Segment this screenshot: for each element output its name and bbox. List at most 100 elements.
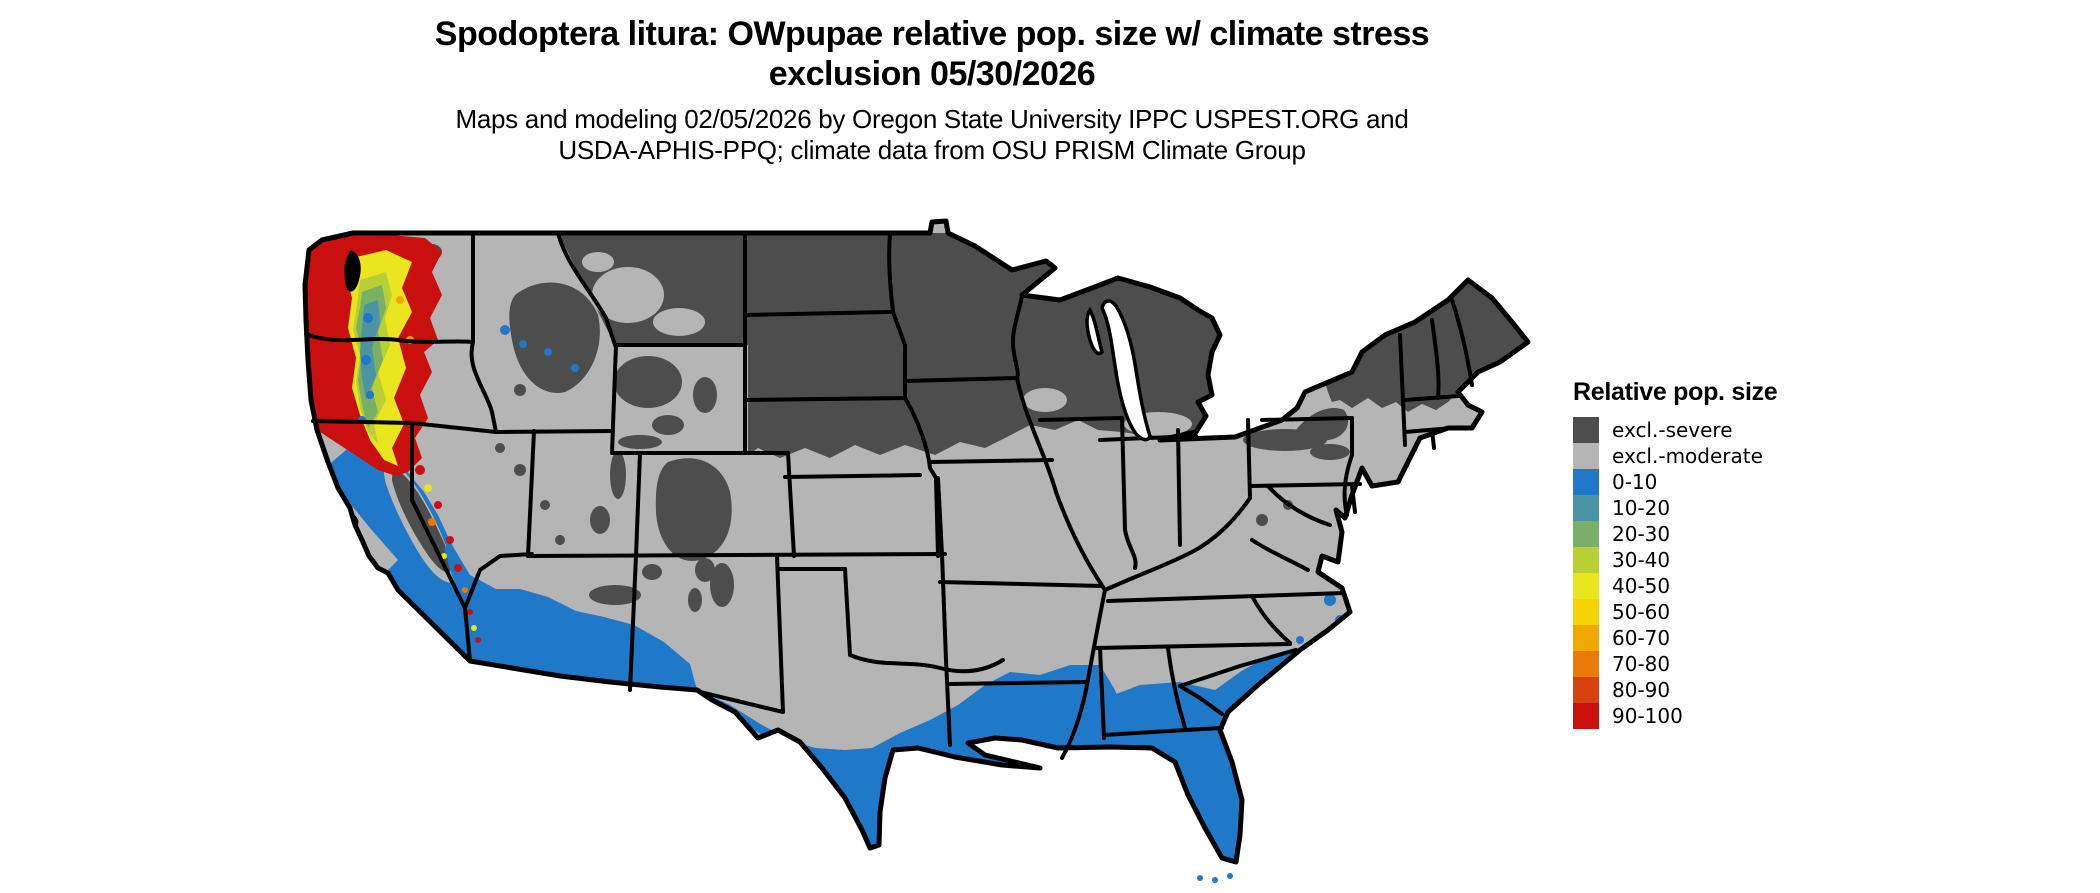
blue-coastal-carolina-dot	[1296, 636, 1304, 644]
border-tx-panhandle-east	[843, 567, 852, 657]
severe-blue-mountains	[540, 365, 550, 375]
border-wv-va	[1250, 538, 1310, 572]
montana-valley-patch	[592, 267, 664, 323]
severe-north-newmexico	[710, 563, 734, 607]
border-ia-mo	[928, 458, 1054, 464]
legend-swatch	[1573, 703, 1599, 729]
border-in-oh	[1176, 428, 1182, 547]
legend-swatch	[1573, 599, 1599, 625]
legend-label: 80-90	[1612, 678, 1671, 702]
legend-item: 40-50	[1573, 573, 1777, 599]
figure-header: Spodoptera litura: OWpupae relative pop.…	[0, 14, 1864, 166]
legend-swatch	[1573, 677, 1599, 703]
legend-item: excl.-severe	[1573, 417, 1777, 443]
border-or-id	[469, 340, 498, 434]
border-vt-nh	[1430, 318, 1441, 400]
legend-label: 40-50	[1612, 574, 1671, 598]
ca-orange-speck	[462, 587, 468, 593]
border-nv-az	[463, 552, 534, 610]
border-ga-fl	[1102, 726, 1224, 737]
border-nd-sd	[743, 310, 892, 317]
border-sd-ne	[743, 396, 907, 402]
blue-florida-southeast	[1000, 648, 1310, 862]
green-bay	[1085, 306, 1104, 356]
border-mississippi-upper	[1015, 376, 1107, 592]
map-fill-layers	[305, 221, 1528, 862]
border-ga-sc	[1178, 684, 1224, 716]
legend-item: 70-80	[1573, 651, 1777, 677]
severe-utah-plateau	[590, 506, 610, 534]
border-ma-north	[1403, 394, 1460, 402]
montana-valley-patch	[653, 308, 705, 336]
legend-rows: excl.-severe excl.-moderate 0-10 10-20 20-30…	[1573, 417, 1777, 729]
severe-nevada-range	[495, 443, 505, 453]
lake-michigan	[1100, 299, 1152, 442]
legend-swatch	[1573, 495, 1599, 521]
legend-label: 20-30	[1612, 522, 1671, 546]
map-subtitle-line2: USDA-APHIS-PPQ; climate data from OSU PR…	[558, 135, 1306, 165]
ca-red-speck	[434, 501, 442, 509]
border-ks-mo	[936, 476, 944, 556]
severe-bighorn	[693, 377, 717, 413]
legend-swatch	[1573, 573, 1599, 599]
conus-outline	[302, 218, 1531, 865]
ca-red-speck	[454, 564, 462, 572]
border-potomac	[1266, 484, 1332, 527]
border-wa-or	[304, 332, 475, 344]
border-mn-wi	[1010, 294, 1024, 380]
blue-coastal-carolina-dot	[1324, 594, 1336, 606]
border-mn-ia	[903, 376, 1019, 383]
legend-label: excl.-severe	[1612, 418, 1733, 442]
legend-item: excl.-moderate	[1573, 443, 1777, 469]
pnw-valley-blue-dot	[366, 391, 374, 399]
blue-snake-river-dot	[571, 364, 579, 372]
border-tn-nc	[1250, 594, 1292, 645]
florida-keys-dot	[1227, 873, 1233, 879]
border-mississippi-lower	[1060, 588, 1107, 760]
legend-swatch	[1573, 521, 1599, 547]
ca-red-speck	[415, 465, 425, 475]
severe-northeast	[1323, 280, 1528, 412]
border-ca-nv	[410, 421, 472, 663]
border-missouri-river	[903, 396, 940, 558]
pnw-teal-band	[360, 300, 380, 400]
ca-yellow-speck	[441, 553, 447, 559]
ca-orange-speck	[428, 518, 436, 526]
legend-swatch	[1573, 417, 1599, 443]
severe-nevada-range	[555, 535, 565, 545]
border-nv-ut	[526, 429, 536, 558]
border-ny-newengland	[1398, 333, 1407, 447]
map-subtitle-line1: Maps and modeling 02/05/2026 by Oregon S…	[455, 104, 1409, 134]
severe-north-newmexico	[688, 588, 702, 612]
severe-blackhills	[753, 366, 771, 384]
map-subtitle: Maps and modeling 02/05/2026 by Oregon S…	[0, 104, 1864, 166]
map-title-line2: exclusion 05/30/2026	[768, 55, 1096, 93]
legend-item: 50-60	[1573, 599, 1777, 625]
border-nm-tx	[698, 554, 785, 714]
ca-red-speck	[467, 609, 473, 615]
legend-item: 0-10	[1573, 469, 1777, 495]
border-nc-sc	[1178, 648, 1298, 688]
blue-snake-river-dot	[544, 348, 552, 356]
legend-swatch	[1573, 443, 1599, 469]
border-az-nm	[628, 554, 638, 692]
border-nd-mn	[887, 231, 907, 400]
legend-label: 70-80	[1612, 652, 1671, 676]
border-ms-al	[1098, 646, 1106, 740]
legend-label: 30-40	[1612, 548, 1671, 572]
border-ohio-river	[1103, 496, 1252, 592]
severe-arizona-highland	[642, 564, 662, 580]
border-ky-tn-va-nc	[1106, 591, 1346, 603]
severe-blue-mountains	[514, 384, 526, 396]
montana-valley-patch	[582, 252, 614, 272]
legend-swatch	[1573, 651, 1599, 677]
ca-yellow-speck	[471, 625, 477, 631]
border-ar-la	[948, 680, 1088, 686]
legend-label: 60-70	[1612, 626, 1671, 650]
ca-red-speck	[446, 536, 454, 544]
blue-snake-river-dot	[519, 340, 527, 348]
severe-wasatch	[610, 451, 626, 499]
us-map	[302, 218, 1531, 883]
legend-swatch	[1573, 547, 1599, 573]
